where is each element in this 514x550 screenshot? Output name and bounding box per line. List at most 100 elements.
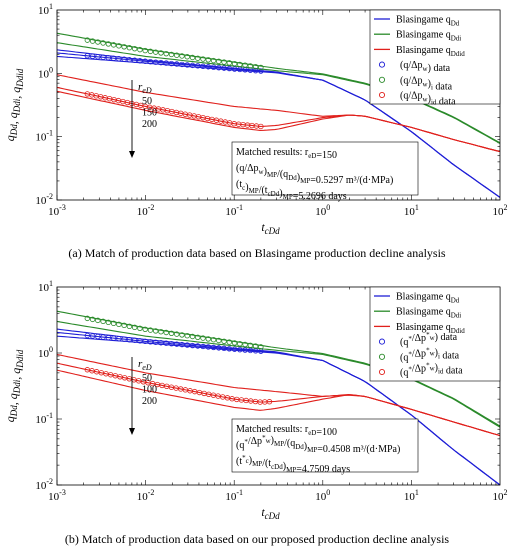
legend-label: (q*/Δp*w)id data	[400, 362, 463, 379]
data-marker	[174, 61, 180, 67]
data-marker	[252, 64, 259, 70]
x-axis-label: tcDd	[261, 220, 280, 236]
data-marker	[200, 343, 206, 350]
data-marker	[163, 329, 169, 336]
data-marker	[226, 339, 233, 345]
data-marker	[237, 61, 243, 68]
reD-value: 200	[142, 396, 157, 407]
data-marker	[131, 324, 138, 331]
reD-value: 150	[142, 108, 157, 119]
data-marker	[247, 342, 254, 348]
legend: Blasingame qDd Blasingame qDdi Blasingame …	[369, 286, 501, 382]
data-marker	[179, 61, 185, 68]
data-marker	[200, 63, 206, 69]
reD-title: reD	[138, 358, 152, 372]
data-marker	[210, 64, 217, 70]
reD-value: 50	[142, 373, 152, 384]
x-tick-label: 101	[404, 488, 419, 503]
data-marker	[174, 341, 180, 347]
data-marker	[200, 335, 206, 341]
data-marker	[116, 56, 122, 62]
x-tick-label: 100	[315, 203, 330, 218]
data-marker	[131, 45, 138, 52]
legend-label: (q/Δpw) data	[400, 60, 451, 74]
data-marker	[242, 347, 248, 353]
x-tick-label: 102	[493, 488, 508, 503]
results-line1: (q*/Δp*w)MP/(qDd)MP=0.4508 m³/(d·MPa)	[236, 434, 400, 455]
data-marker	[121, 44, 127, 50]
data-marker	[137, 58, 143, 64]
data-marker	[205, 64, 211, 70]
y-tick-label: 101	[38, 2, 53, 17]
data-marker	[142, 47, 148, 54]
series-line	[57, 32, 500, 144]
data-marker	[163, 340, 169, 346]
results-title: Matched results: reD=100	[236, 424, 337, 438]
results-box-frame	[231, 418, 419, 473]
data-marker	[142, 58, 148, 64]
data-marker	[84, 37, 91, 43]
data-marker	[195, 343, 201, 349]
reD-value: 200	[142, 119, 157, 130]
data-marker	[152, 59, 159, 65]
data-marker	[226, 60, 233, 66]
results-title: Matched results: reD=150	[236, 147, 337, 161]
series-line	[57, 42, 500, 144]
x-tick-label: 10-2	[137, 488, 155, 503]
data-marker	[105, 41, 112, 47]
data-marker	[195, 55, 201, 61]
y-tick-label: 100	[38, 345, 53, 360]
data-marker	[105, 319, 112, 326]
x-tick-label: 101	[404, 203, 419, 218]
data-marker	[205, 336, 211, 342]
data-marker	[221, 65, 227, 71]
data-marker	[195, 334, 201, 341]
results-line1: (q/Δpw)MP/(qDd)MP=0.5297 m³/(d·MPa)	[236, 163, 393, 186]
legend-swatch-marker	[378, 338, 386, 345]
data-marker	[126, 57, 133, 63]
data-marker	[168, 330, 175, 337]
data-marker	[100, 318, 106, 325]
data-marker	[105, 55, 112, 61]
data-marker	[152, 339, 159, 345]
plot-frame	[56, 286, 501, 486]
data-marker	[174, 331, 180, 337]
series-line	[57, 49, 500, 198]
data-marker	[158, 340, 164, 346]
data-marker	[216, 337, 222, 344]
data-marker	[100, 54, 106, 60]
series-line	[57, 320, 500, 428]
chart-b: 10-3 10-2 10-1 100 101 10210-210-1100101tcDdq…	[3, 279, 508, 521]
series-line	[57, 310, 500, 427]
data-marker	[121, 56, 127, 62]
data-marker	[231, 340, 238, 346]
data-marker	[216, 58, 222, 65]
data-marker	[184, 62, 190, 68]
data-marker	[168, 340, 175, 347]
legend-swatch-marker	[378, 76, 386, 83]
data-marker	[189, 342, 196, 349]
legend-label: Blasingame qDdid	[396, 322, 465, 335]
markers	[84, 37, 264, 130]
reD-value: 100	[142, 385, 157, 396]
data-marker	[152, 328, 159, 334]
data-marker	[168, 51, 175, 58]
data-marker	[147, 327, 154, 333]
data-marker	[237, 66, 243, 73]
data-marker	[131, 57, 138, 63]
data-marker	[110, 55, 117, 61]
data-marker	[231, 66, 238, 72]
legend-label: Blasingame qDdid	[396, 45, 465, 58]
data-marker	[95, 54, 101, 60]
data-marker	[237, 346, 243, 353]
figure-caption: (b) Match of production data based on ou…	[65, 532, 450, 546]
legend-swatch-marker	[378, 353, 386, 360]
reD-title: reD	[138, 81, 152, 95]
data-marker	[184, 342, 190, 348]
data-marker	[189, 54, 196, 61]
data-marker	[242, 341, 248, 348]
x-axis-label: tcDd	[261, 505, 280, 521]
data-marker	[258, 344, 264, 350]
